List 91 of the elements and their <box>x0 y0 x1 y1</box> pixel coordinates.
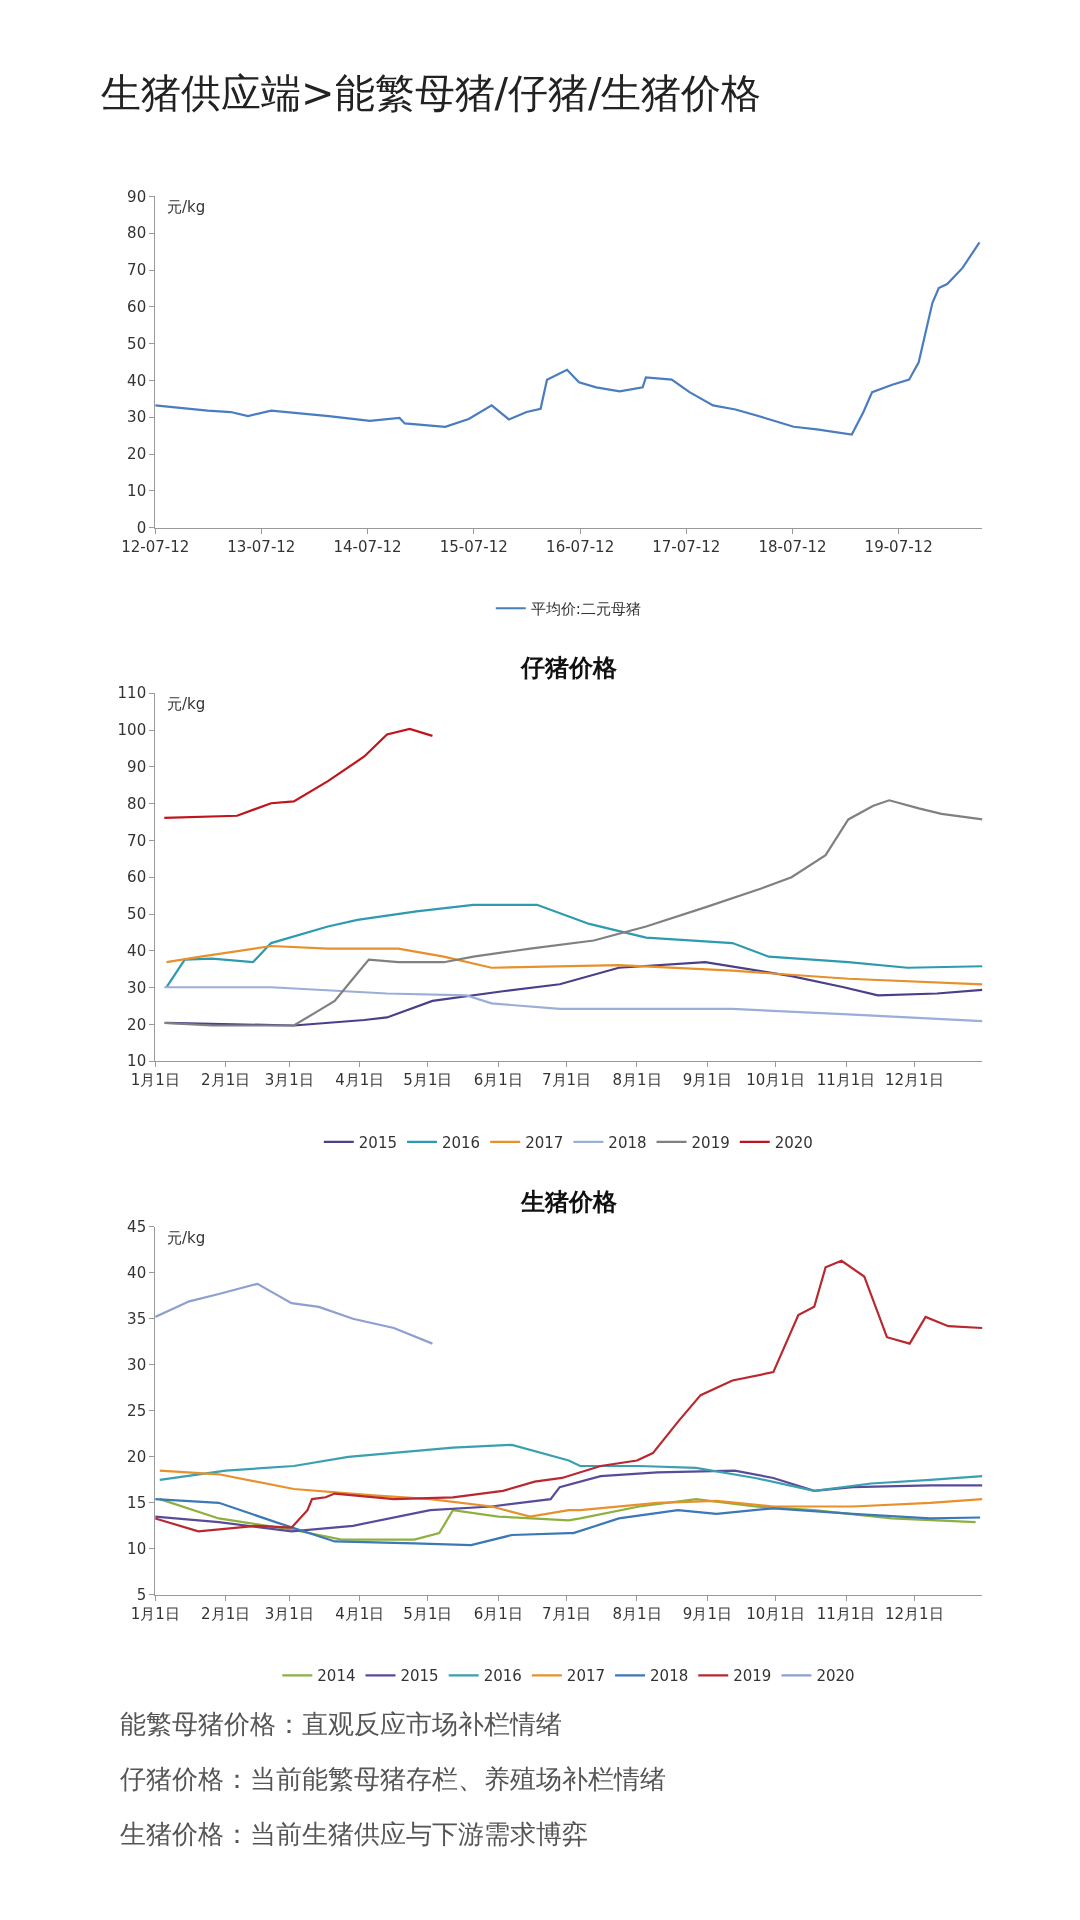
y-tick-label: 90 <box>127 187 147 206</box>
x-tick-label: 3月1日 <box>264 1604 314 1623</box>
legend-label: 2020 <box>774 1133 813 1152</box>
x-tick-label: 1月1日 <box>130 1071 180 1090</box>
text: 仔猪价格：当前能繁母猪存栏、养殖场补栏情绪 <box>120 1764 666 1794</box>
x-tick-label: 12-07-12 <box>121 537 190 556</box>
text: 生猪价格：当前生猪供应与下游需求博弈 <box>120 1819 588 1849</box>
x-tick-label: 18-07-12 <box>758 537 827 556</box>
line-series <box>163 727 434 820</box>
line-series <box>165 903 983 989</box>
y-axis-title: 元/kg <box>167 695 206 713</box>
line-series <box>155 1282 434 1345</box>
legend-label: 平均价:二元母猪 <box>530 600 641 619</box>
x-tick-label: 6月1日 <box>473 1604 523 1623</box>
y-tick-label: 40 <box>127 371 147 390</box>
text: 生猪供应端>能繁母猪/仔猪/生猪价格 <box>101 70 762 116</box>
x-tick-label: 7月1日 <box>541 1071 592 1090</box>
legend-label: 2014 <box>317 1667 356 1686</box>
y-tick-label: 100 <box>117 721 147 740</box>
y-tick-label: 50 <box>127 334 147 353</box>
x-tick-label: 3月1日 <box>264 1071 314 1090</box>
x-tick-label: 17-07-12 <box>652 537 721 556</box>
x-tick-label: 15-07-12 <box>439 537 508 556</box>
y-tick-label: 45 <box>127 1218 147 1237</box>
y-tick-label: 50 <box>127 905 147 924</box>
x-tick-label: 10月1日 <box>746 1071 805 1090</box>
legend-label: 2017 <box>566 1667 606 1686</box>
x-tick-label: 8月1日 <box>612 1604 662 1623</box>
y-tick-label: 5 <box>136 1586 147 1605</box>
y-tick-label: 10 <box>127 1052 147 1071</box>
y-axis-title: 元/kg <box>167 198 206 216</box>
y-tick-label: 35 <box>127 1310 147 1329</box>
legend-label: 2016 <box>483 1667 522 1686</box>
line-series <box>163 986 983 1023</box>
legend-label: 2018 <box>608 1133 647 1152</box>
legend-label: 2018 <box>650 1667 689 1686</box>
x-tick-label: 5月1日 <box>403 1604 453 1623</box>
x-tick-label: 11月1日 <box>816 1604 876 1623</box>
y-tick-label: 30 <box>127 1356 147 1375</box>
x-tick-label: 6月1日 <box>473 1071 523 1090</box>
legend-label: 2015 <box>358 1133 397 1152</box>
x-tick-label: 12月1日 <box>884 1071 944 1090</box>
x-tick-label: 2月1日 <box>201 1604 251 1623</box>
x-tick-label: 16-07-12 <box>546 537 615 556</box>
line-series <box>165 944 983 986</box>
x-tick-label: 13-07-12 <box>227 537 296 556</box>
x-tick-label: 1月1日 <box>130 1604 180 1623</box>
x-tick-label: 12月1日 <box>884 1604 944 1623</box>
y-tick-label: 20 <box>127 445 147 464</box>
y-tick-label: 15 <box>127 1494 147 1513</box>
y-tick-label: 20 <box>127 1015 147 1034</box>
legend-label: 2017 <box>525 1133 564 1152</box>
y-tick-label: 20 <box>127 1448 147 1467</box>
y-tick-label: 70 <box>127 261 147 280</box>
x-tick-label: 14-07-12 <box>333 537 402 556</box>
y-tick-label: 80 <box>127 224 147 243</box>
y-tick-label: 40 <box>127 1264 147 1283</box>
y-tick-label: 0 <box>136 518 147 537</box>
legend-label: 2016 <box>441 1133 481 1152</box>
x-tick-label: 8月1日 <box>612 1071 662 1090</box>
legend-label: 2019 <box>733 1667 772 1686</box>
y-tick-label: 30 <box>127 978 147 997</box>
x-tick-label: 19-07-12 <box>864 537 933 556</box>
y-tick-label: 110 <box>117 684 147 703</box>
x-tick-label: 4月1日 <box>335 1604 385 1623</box>
x-tick-label: 10月1日 <box>746 1604 805 1623</box>
y-tick-label: 80 <box>127 794 147 813</box>
legend-label: 2020 <box>816 1667 855 1686</box>
y-axis-title: 元/kg <box>167 1229 206 1247</box>
legend-label: 2015 <box>400 1667 439 1686</box>
y-tick-label: 25 <box>127 1402 147 1421</box>
legend-label: 2019 <box>691 1133 730 1152</box>
x-tick-label: 2月1日 <box>201 1071 251 1090</box>
x-tick-label: 9月1日 <box>682 1071 732 1090</box>
x-tick-label: 5月1日 <box>403 1071 453 1090</box>
y-tick-label: 70 <box>127 831 147 850</box>
chart-title: 生猪价格 <box>520 1188 618 1216</box>
x-tick-label: 11月1日 <box>816 1071 876 1090</box>
x-tick-label: 9月1日 <box>682 1604 732 1623</box>
y-tick-label: 30 <box>127 408 147 427</box>
y-tick-label: 10 <box>127 1540 147 1559</box>
x-tick-label: 4月1日 <box>335 1071 385 1090</box>
y-tick-label: 90 <box>127 758 147 777</box>
x-tick-label: 7月1日 <box>541 1604 592 1623</box>
line-series <box>155 241 981 436</box>
y-tick-label: 10 <box>127 482 147 501</box>
chart-title: 仔猪价格 <box>520 654 618 682</box>
y-tick-label: 60 <box>127 298 147 317</box>
y-tick-label: 60 <box>127 868 147 887</box>
y-tick-label: 40 <box>127 942 147 961</box>
text: 能繁母猪价格：直观反应市场补栏情绪 <box>120 1709 562 1739</box>
